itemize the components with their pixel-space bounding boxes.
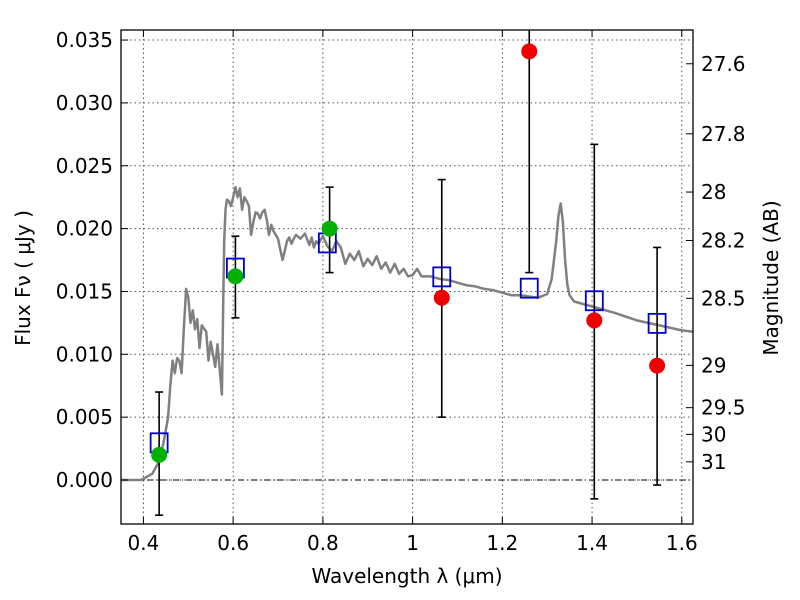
- upper-limit-point: [433, 289, 450, 306]
- y-tick-label: 0.035: [56, 28, 113, 52]
- detection-point: [227, 268, 244, 285]
- x-tick-label: 1.6: [666, 531, 698, 555]
- plot-contents: [121, 30, 693, 517]
- model-sed-line: [121, 185, 693, 482]
- y2-tick-label: 28: [701, 180, 726, 204]
- upper-limit-point: [586, 312, 603, 329]
- model-photometry-square: [647, 312, 667, 334]
- model-photometry-square: [519, 277, 539, 299]
- x-tick-label: 1: [406, 531, 419, 555]
- plot-frame: [120, 29, 694, 525]
- y-tick-label: 0.030: [56, 91, 113, 115]
- y-tick-label: 0.000: [56, 468, 113, 492]
- y-tick-label: 0.005: [56, 405, 113, 429]
- y-tick-label: 0.015: [56, 279, 113, 303]
- y-tick-label: 0.010: [56, 342, 113, 366]
- y2-tick-label: 27.6: [701, 52, 746, 76]
- y2-tick-label: 29: [701, 353, 726, 377]
- x-tick-label: 0.6: [217, 531, 249, 555]
- x-tick-label: 0.8: [307, 531, 339, 555]
- y2-tick-label: 27.8: [701, 122, 746, 146]
- y-axis-ticks: 0.000 0.005 0.010 0.015 0.020 0.025 0.030 0.035: [56, 28, 128, 492]
- x-tick-label: 1.4: [576, 531, 608, 555]
- x-axis-ticks: 0.4 0.6 0.8 1 1.2 1.4 1.6: [128, 30, 698, 555]
- y2-tick-label: 28.5: [701, 286, 746, 310]
- y2-axis-label: Magnitude (AB): [759, 200, 783, 355]
- model-photometry-square: [432, 266, 452, 288]
- upper-limit-points: [433, 43, 666, 374]
- y2-axis-ticks: 27.6 27.8 28 28.2 28.5 29 29.530 31: [686, 52, 746, 474]
- detection-points: [151, 220, 338, 463]
- detection-point: [151, 446, 168, 463]
- detection-point: [321, 220, 338, 237]
- upper-limit-point: [521, 43, 538, 60]
- y2-tick-label: 30: [701, 422, 726, 446]
- x-tick-label: 0.4: [128, 531, 160, 555]
- x-axis-label: Wavelength λ (μm): [311, 564, 502, 588]
- upper-limit-point: [649, 357, 666, 374]
- y-axis-label: Flux Fν ( μJy ): [11, 210, 35, 346]
- x-tick-label: 1.2: [486, 531, 518, 555]
- model-spectrum: [121, 185, 693, 482]
- y-tick-label: 0.020: [56, 217, 113, 241]
- y2-tick-label: 29.5: [701, 396, 746, 420]
- error-bars: [155, 30, 662, 517]
- y2-tick-label: 31: [701, 450, 726, 474]
- grid: [121, 30, 693, 524]
- model-photometry-square: [584, 290, 604, 312]
- y2-tick-label: 28.2: [701, 228, 746, 252]
- y-tick-label: 0.025: [56, 154, 113, 178]
- model-photometry-points: [149, 232, 667, 454]
